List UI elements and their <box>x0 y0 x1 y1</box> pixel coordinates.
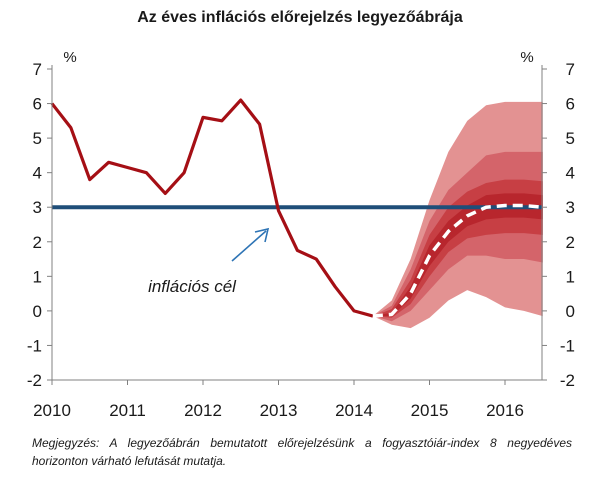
forecast-median-line <box>372 203 543 318</box>
y-tick-label-right: 4 <box>566 164 575 183</box>
target-label: inflációs cél <box>148 277 237 296</box>
y-tick-label-left: 2 <box>33 233 42 252</box>
x-tick-label: 2016 <box>486 401 524 420</box>
y-tick-label-right: 3 <box>566 198 575 217</box>
x-tick-label: 2013 <box>260 401 298 420</box>
y-tick-label-right: 0 <box>566 302 575 321</box>
x-tick-label: 2014 <box>335 401 373 420</box>
y-tick-label-left: 1 <box>33 267 42 286</box>
y-tick-label-left: 0 <box>33 302 42 321</box>
y-tick-label-right: 5 <box>566 129 575 148</box>
target-arrow-head <box>254 227 270 243</box>
y-tick-label-right: 6 <box>566 95 575 114</box>
y-tick-label-right: -1 <box>560 336 575 355</box>
target-arrow-shaft <box>231 230 267 262</box>
y-tick-label-left: -2 <box>27 371 42 390</box>
x-tick-label: 2010 <box>33 401 71 420</box>
y-axis-unit-right: % <box>520 49 533 66</box>
y-tick-label-left: 3 <box>33 198 42 217</box>
y-tick-label-left: 4 <box>33 164 42 183</box>
actual-inflation-line <box>50 98 374 318</box>
y-tick-label-left: -1 <box>27 336 42 355</box>
y-tick-label-right: -2 <box>560 371 575 390</box>
y-tick-label-left: 6 <box>33 95 42 114</box>
chart-note: Megjegyzés: A legyezőábrán bemutatott el… <box>32 436 572 468</box>
x-tick-label: 2011 <box>109 401 146 420</box>
x-tick-label: 2015 <box>411 401 449 420</box>
y-tick-label-right: 2 <box>566 233 575 252</box>
x-tick-label: 2012 <box>184 401 222 420</box>
chart-title: Az éves inflációs előrejelzés legyezőábr… <box>137 9 463 26</box>
y-axis-unit-left: % <box>63 49 76 66</box>
y-tick-label-left: 5 <box>33 129 42 148</box>
y-tick-label-left: 7 <box>33 60 42 79</box>
y-tick-label-right: 7 <box>566 60 575 79</box>
y-tick-label-right: 1 <box>566 267 575 286</box>
